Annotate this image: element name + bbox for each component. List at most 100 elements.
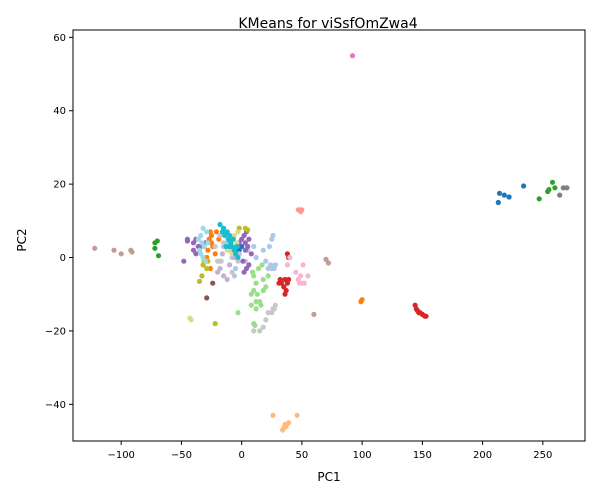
data-point: [212, 321, 218, 327]
data-point: [223, 243, 229, 250]
data-point: [217, 265, 223, 272]
data-point: [248, 251, 254, 257]
data-point: [230, 236, 236, 242]
data-point: [218, 258, 224, 264]
data-point: [204, 265, 210, 272]
data-point: [215, 258, 221, 264]
data-point: [205, 247, 211, 253]
points-layer: [92, 53, 570, 433]
data-point: [188, 317, 194, 323]
data-point: [129, 249, 135, 255]
data-point: [205, 240, 211, 246]
data-point: [349, 53, 356, 59]
data-point: [359, 297, 365, 303]
data-point: [506, 194, 512, 200]
data-point: [221, 273, 227, 279]
y-tick-label: −20: [45, 326, 66, 337]
x-tick-label: 250: [533, 450, 552, 461]
data-point: [254, 291, 260, 297]
data-point: [258, 302, 264, 308]
data-point: [265, 310, 271, 316]
data-point: [251, 328, 257, 334]
data-point: [282, 276, 288, 283]
data-point: [200, 225, 206, 231]
data-point: [210, 280, 216, 286]
data-point: [305, 273, 311, 279]
data-point: [325, 260, 331, 266]
data-point: [208, 240, 215, 246]
data-point: [270, 412, 276, 418]
data-point: [260, 287, 266, 294]
data-point: [217, 232, 223, 239]
data-point: [200, 254, 206, 261]
data-point: [241, 269, 247, 275]
data-point: [241, 232, 247, 239]
data-point: [557, 192, 563, 198]
x-tick-label: 50: [296, 450, 309, 461]
data-point: [286, 276, 292, 283]
data-point: [227, 262, 233, 268]
data-point: [294, 412, 300, 418]
data-point: [248, 291, 254, 297]
y-axis-label: PC2: [15, 228, 29, 251]
data-point: [245, 227, 251, 233]
data-point: [298, 273, 304, 279]
data-point: [240, 258, 246, 264]
chart-title: KMeans for viSsfOmZwa4: [238, 16, 417, 32]
data-point: [268, 262, 274, 268]
data-point: [249, 269, 256, 275]
data-point: [234, 240, 240, 246]
data-point: [257, 328, 263, 334]
x-tick-label: 200: [473, 450, 492, 461]
x-tick-label: −50: [171, 450, 192, 461]
y-tick-label: 0: [60, 253, 66, 264]
data-point: [284, 262, 290, 268]
data-point: [199, 240, 205, 246]
data-point: [111, 247, 117, 253]
data-point: [260, 247, 266, 253]
data-point: [217, 221, 223, 228]
data-point: [239, 243, 245, 250]
data-point: [260, 324, 266, 330]
data-point: [154, 238, 160, 244]
data-point: [260, 276, 266, 283]
y-tick-label: 60: [53, 33, 66, 44]
data-point: [207, 265, 213, 272]
data-point: [272, 262, 278, 268]
y-tick-label: −40: [45, 400, 66, 411]
data-point: [546, 187, 552, 193]
data-point: [242, 240, 248, 246]
data-point: [221, 240, 227, 246]
data-point: [501, 192, 507, 198]
data-point: [224, 229, 230, 235]
data-point: [199, 273, 205, 279]
data-point: [92, 245, 98, 251]
data-point: [229, 269, 235, 275]
data-point: [227, 243, 233, 250]
data-point: [252, 322, 258, 328]
data-point: [233, 265, 239, 272]
x-tick-label: 150: [413, 450, 432, 461]
data-point: [204, 229, 210, 235]
data-point: [270, 232, 276, 239]
x-axis-label: PC1: [317, 470, 340, 484]
data-point: [549, 179, 556, 185]
data-point: [496, 190, 503, 196]
data-point: [253, 306, 259, 312]
data-point: [248, 302, 254, 308]
data-point: [283, 287, 289, 294]
data-point: [193, 251, 199, 257]
data-point: [277, 276, 283, 283]
data-point: [235, 258, 241, 264]
data-point: [266, 243, 272, 250]
data-point: [222, 232, 228, 239]
data-point: [255, 265, 262, 272]
data-point: [253, 254, 259, 261]
x-tick-label: 0: [238, 450, 244, 461]
data-point: [152, 245, 158, 251]
data-point: [224, 276, 230, 283]
data-point: [202, 258, 209, 264]
data-point: [251, 287, 257, 294]
y-axis: −40 −20 0 20 40 60: [45, 33, 73, 411]
data-point: [259, 262, 265, 268]
